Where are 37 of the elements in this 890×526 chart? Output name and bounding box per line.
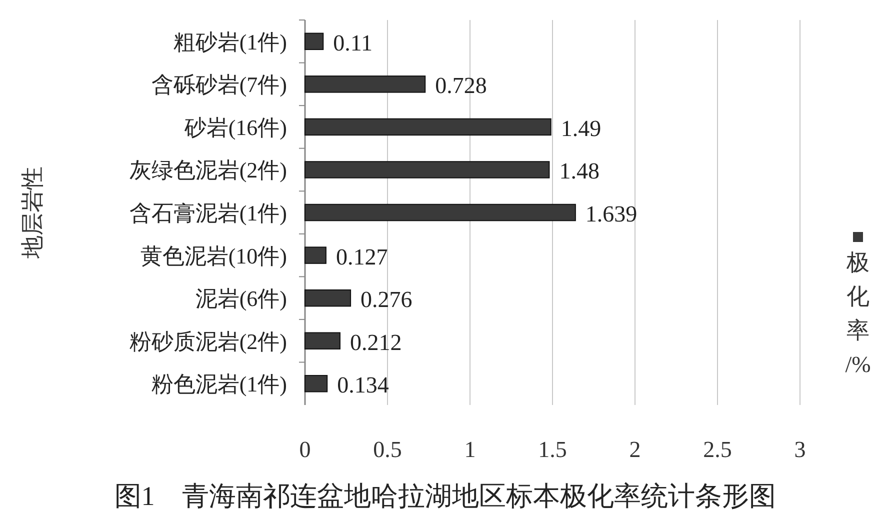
y-tick-label: 粗砂岩(1件) <box>173 29 287 54</box>
x-tick-label: 2 <box>629 437 641 462</box>
x-tick-label: 1.5 <box>538 437 567 462</box>
bar <box>304 374 328 392</box>
x-tick-label: 1 <box>464 437 476 462</box>
bar <box>304 32 324 50</box>
bar <box>304 76 426 93</box>
y-tick-label: 砂岩(16件) <box>183 114 287 140</box>
data-label: 0.134 <box>337 372 390 398</box>
y-tick-label: 黄色泥岩(10件) <box>140 243 287 268</box>
data-label: 0.212 <box>350 330 402 355</box>
y-tick-label: 含砾砂岩(7件) <box>151 72 287 98</box>
data-label: 1.48 <box>559 158 600 184</box>
data-label: 1.49 <box>560 116 602 141</box>
y-axis-title: 地层岩性 <box>20 166 45 260</box>
x-tick-label: 0.5 <box>373 437 402 462</box>
y-tick-label: 泥岩(6件) <box>195 286 287 312</box>
x-tick-label: 2.5 <box>703 437 732 462</box>
data-label: 0.127 <box>336 244 388 270</box>
bar <box>304 332 340 350</box>
y-tick-label: 粉砂质泥岩(2件) <box>129 328 287 354</box>
y-tick-label: 粉色泥岩(1件) <box>151 372 287 397</box>
data-label: 0.728 <box>435 73 487 98</box>
y-tick-label: 含石膏泥岩(1件) <box>129 200 287 226</box>
bar <box>304 204 576 222</box>
data-label: 0.11 <box>333 30 373 56</box>
bar <box>304 246 326 264</box>
y-tick-label: 灰绿色泥岩(2件) <box>129 158 287 183</box>
text: 图1 青海南祁连盆地哈拉湖地区标本极化率统计条形图 <box>114 481 776 511</box>
data-label: 0.276 <box>360 287 412 312</box>
x-tick-label: 0 <box>299 437 311 462</box>
bar <box>304 289 352 307</box>
legend-label: 极化率/% <box>845 250 871 377</box>
bar <box>304 161 550 178</box>
x-tick-label: 3 <box>794 437 806 462</box>
data-label: 1.639 <box>585 202 638 226</box>
bar <box>304 118 552 136</box>
